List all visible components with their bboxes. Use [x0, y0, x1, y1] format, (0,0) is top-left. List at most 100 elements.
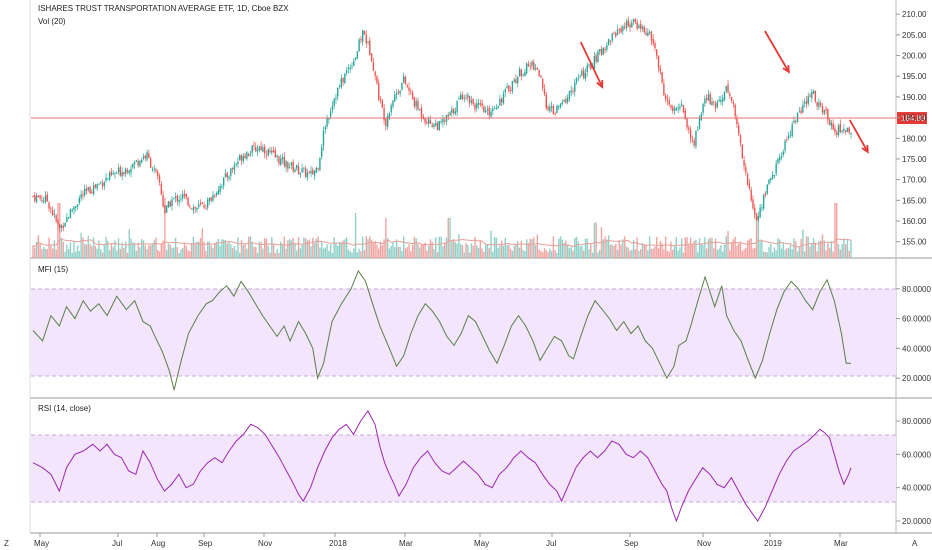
mfi-panel-title: MFI (15)	[38, 265, 69, 274]
candle-body	[850, 132, 852, 134]
candle-body	[351, 66, 353, 68]
candle-body	[689, 129, 692, 139]
candle-body	[508, 85, 510, 92]
volume-bar	[123, 247, 125, 258]
mfi-y-ticks: 80.0000 60.0000 40.0000 20.0000	[896, 285, 931, 383]
volume-bar	[766, 252, 768, 258]
volume-bar	[442, 246, 444, 258]
volume-bar	[499, 245, 501, 258]
volume-bar	[584, 238, 587, 258]
x-tick-label: Nov	[697, 539, 711, 548]
volume-bar	[636, 237, 638, 258]
volume-bar	[618, 240, 621, 258]
candle-body	[215, 193, 218, 196]
volume-bar	[363, 250, 366, 258]
y-tick-label: 60.0000	[902, 450, 931, 459]
candle-body	[802, 104, 804, 113]
volume-bar	[340, 242, 343, 258]
candle-body	[499, 99, 501, 106]
volume-bar	[493, 237, 496, 258]
candle-body	[761, 207, 763, 209]
volume-bar	[76, 245, 79, 258]
volume-bar	[354, 213, 357, 258]
x-tick-label: Aug	[151, 539, 165, 548]
candle-body	[736, 117, 738, 125]
volume-bar	[408, 244, 410, 258]
volume-bar	[688, 244, 690, 258]
volume-bar	[677, 250, 679, 258]
volume-bar	[331, 252, 334, 258]
candle-body	[239, 155, 241, 161]
candle-body	[367, 41, 369, 43]
candle-body	[522, 75, 524, 77]
candle-body	[661, 72, 663, 83]
candle-body	[467, 94, 469, 98]
volume-bar	[112, 247, 114, 258]
candle-body	[98, 183, 100, 185]
price-y-ticks: 210.00 205.00 200.00 195.00 190.00 185.00 180.…	[896, 10, 927, 247]
volume-bar	[803, 251, 806, 258]
volume-bar	[205, 250, 207, 258]
candle-body	[310, 170, 312, 174]
candle-body	[203, 205, 205, 208]
volume-bar	[549, 248, 551, 258]
volume-bar	[64, 251, 66, 258]
candle-body	[773, 174, 776, 177]
corner-left[interactable]: Z	[4, 539, 9, 548]
y-tick-label: 160.00	[902, 217, 927, 226]
annotation-arrow-shaft	[849, 119, 869, 153]
volume-bar	[338, 242, 341, 258]
volume-bar	[718, 248, 720, 258]
candle-body	[536, 68, 539, 70]
candle-body	[401, 82, 403, 90]
volume-bar	[664, 236, 667, 258]
candle-body	[66, 217, 68, 222]
candle-body	[550, 106, 553, 108]
volume-bar	[616, 249, 619, 258]
candle-body	[779, 157, 781, 161]
volume-bar	[66, 244, 68, 258]
candle-body	[196, 207, 198, 210]
volume-bar	[269, 252, 271, 258]
volume-bar	[714, 238, 717, 258]
candle-body	[51, 210, 54, 216]
candle-body	[112, 173, 114, 174]
candle-body	[233, 165, 236, 171]
x-tick-label: Mar	[834, 539, 848, 548]
candle-body	[812, 91, 815, 94]
volume-bar	[762, 251, 765, 258]
volume-bar	[837, 244, 840, 258]
candle-body	[752, 199, 754, 209]
volume-bar	[702, 244, 704, 258]
candle-body	[825, 108, 827, 111]
volume-bar	[647, 250, 649, 258]
volume-bar	[579, 246, 581, 258]
candle-body	[44, 195, 47, 202]
volume-bar	[814, 242, 817, 258]
candle-body	[281, 157, 284, 160]
volume-bar	[60, 237, 63, 258]
volume-bar	[135, 250, 138, 258]
volume-bar	[258, 241, 261, 258]
candle-body	[616, 29, 619, 35]
candle-body	[429, 120, 432, 124]
y-tick-label: 20.0000	[902, 517, 931, 526]
candle-body	[659, 67, 662, 72]
x-axis-ticks: May Jul Aug Sep Nov 2018 Mar May Jul Sep Nov 2019 Ma…	[34, 533, 848, 548]
candle-body	[247, 153, 250, 156]
volume-bar	[132, 242, 134, 258]
volume-bar	[607, 235, 610, 258]
candle-body	[609, 40, 612, 42]
corner-right[interactable]: A	[912, 539, 918, 548]
volume-bar	[534, 245, 537, 258]
candle-body	[713, 102, 715, 103]
y-tick-label: 195.00	[902, 72, 927, 81]
candle-body	[463, 97, 465, 99]
annotation-arrow-head	[596, 79, 604, 89]
volume-bar	[572, 250, 574, 258]
candle-body	[732, 102, 735, 105]
candle-body	[509, 90, 512, 91]
candle-body	[379, 98, 382, 101]
volume-bar	[155, 237, 157, 258]
candle-body	[766, 184, 768, 194]
